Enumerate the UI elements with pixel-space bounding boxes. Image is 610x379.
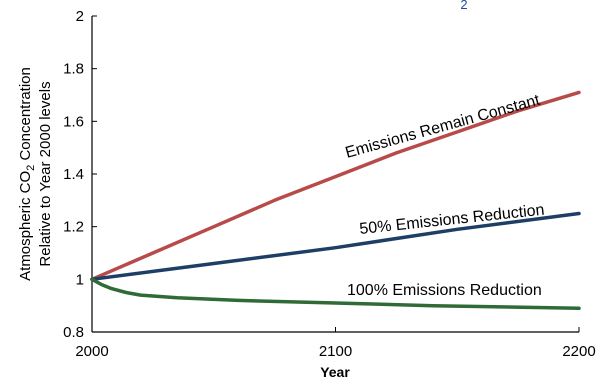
header-fragment: 2 bbox=[460, 0, 467, 12]
x-axis-ticks: 2000 2100 2200 bbox=[75, 327, 596, 360]
series-line-2 bbox=[90, 211, 581, 282]
y-tick-label: 0.8 bbox=[63, 324, 84, 341]
x-tick-label: 2100 bbox=[319, 343, 352, 360]
x-tick-label: 2200 bbox=[562, 343, 595, 360]
series-line-3 bbox=[90, 277, 581, 311]
y-tick-label: 2 bbox=[76, 8, 84, 25]
x-tick-label: 2000 bbox=[75, 343, 108, 360]
y-tick-label: 1.8 bbox=[63, 61, 84, 78]
x-axis-title: Year bbox=[320, 364, 350, 379]
y-axis-title-line2: Relative to Year 2000 levels bbox=[37, 81, 54, 266]
series-label-50: 50% Emissions Reduction bbox=[359, 202, 546, 238]
series-layer bbox=[90, 90, 581, 311]
y-tick-label: 1.6 bbox=[63, 113, 84, 130]
series-label-100: 100% Emissions Reduction bbox=[347, 282, 542, 299]
y-tick-label: 1 bbox=[76, 271, 84, 288]
y-tick-label: 1.4 bbox=[63, 166, 84, 183]
ylabel-subscript: 2 bbox=[25, 165, 37, 171]
series-line-1 bbox=[90, 90, 581, 282]
series-label-constant: Emissions Remain Constant bbox=[344, 92, 543, 162]
y-tick-label: 1.2 bbox=[63, 219, 84, 236]
y-axis-title: Atmospheric CO2 Concentration bbox=[17, 67, 37, 281]
y-axis-ticks: 0.8 1 1.2 1.4 1.6 1.8 2 bbox=[63, 8, 97, 341]
